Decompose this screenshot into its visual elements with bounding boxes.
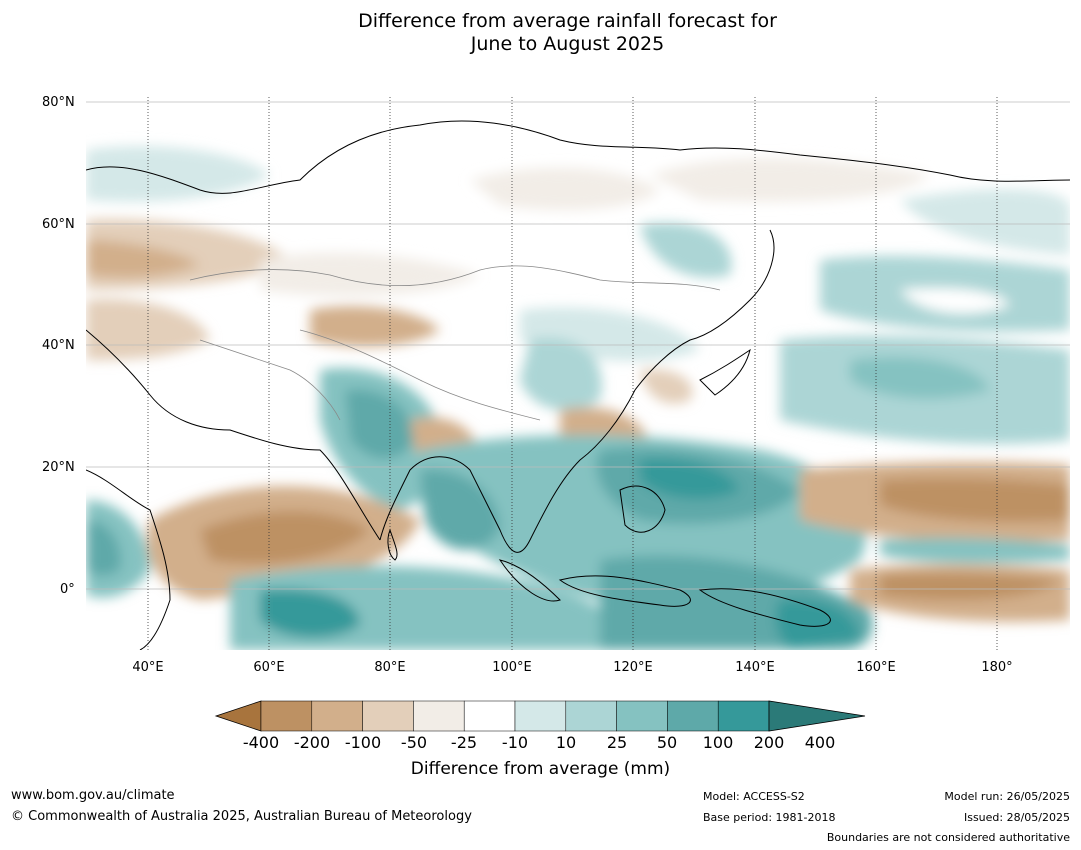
lon-label-60e: 60°E	[253, 660, 285, 675]
colorbar-tick: -400	[242, 733, 280, 752]
lon-label-180: 180°	[981, 660, 1013, 675]
model-run-date: Model run: 26/05/2025	[944, 790, 1070, 803]
meridians	[147, 97, 998, 650]
title-line-1: Difference from average rainfall forecas…	[358, 10, 777, 32]
issued-date: Issued: 28/05/2025	[963, 811, 1070, 824]
colorbar-tick: -10	[501, 733, 529, 752]
colorbar-tick: 25	[606, 733, 628, 752]
colorbar-tick: -200	[293, 733, 331, 752]
lat-label-20n: 20°N	[42, 460, 75, 475]
lon-label-40e: 40°E	[132, 660, 164, 675]
boundaries-disclaimer: Boundaries are not considered authoritat…	[826, 831, 1070, 844]
lat-label-80n: 80°N	[42, 95, 75, 110]
colorbar-extend-low	[214, 700, 262, 732]
colorbar-tick: -50	[400, 733, 428, 752]
model-name: Model: ACCESS-S2	[703, 790, 805, 803]
lon-label-160e: 160°E	[856, 660, 896, 675]
colorbar-swatch	[667, 700, 719, 732]
lat-label-60n: 60°N	[42, 217, 75, 232]
colorbar	[214, 700, 866, 732]
colorbar-swatch	[514, 700, 567, 732]
lon-label-100e: 100°E	[492, 660, 532, 675]
colorbar-swatch	[311, 700, 363, 732]
rainfall-map	[86, 97, 1070, 650]
colorbar-swatch	[463, 700, 516, 732]
colorbar-swatch	[413, 700, 465, 732]
map-title: Difference from average rainfall forecas…	[0, 10, 1081, 56]
coastlines	[86, 120, 1070, 650]
lon-label-140e: 140°E	[735, 660, 775, 675]
base-period: Base period: 1981-2018	[703, 811, 836, 824]
map-area	[86, 97, 1070, 650]
country-borders	[189, 265, 721, 421]
colorbar-tick: -100	[344, 733, 382, 752]
colorbar-swatch	[717, 700, 770, 732]
title-line-2: June to August 2025	[470, 33, 665, 55]
colorbar-tick: 100	[702, 733, 734, 752]
colorbar-extend-high	[768, 700, 866, 732]
lon-label-80e: 80°E	[374, 660, 406, 675]
colorbar-tick: 50	[656, 733, 678, 752]
colorbar-swatch	[565, 700, 617, 732]
lon-label-120e: 120°E	[613, 660, 653, 675]
website-link[interactable]: www.bom.gov.au/climate	[11, 788, 175, 803]
colorbar-tick: 200	[753, 733, 785, 752]
colorbar-tick: 400	[804, 733, 836, 752]
colorbar-swatch	[616, 700, 668, 732]
lat-label-equator: 0°	[60, 582, 75, 597]
colorbar-tick: 10	[555, 733, 577, 752]
colorbar-title: Difference from average (mm)	[410, 759, 671, 779]
colorbar-swatch	[362, 700, 414, 732]
colorbar-tick: -25	[450, 733, 478, 752]
copyright-text: © Commonwealth of Australia 2025, Austra…	[11, 809, 472, 824]
colorbar-swatch	[260, 700, 313, 732]
lat-label-40n: 40°N	[42, 338, 75, 353]
